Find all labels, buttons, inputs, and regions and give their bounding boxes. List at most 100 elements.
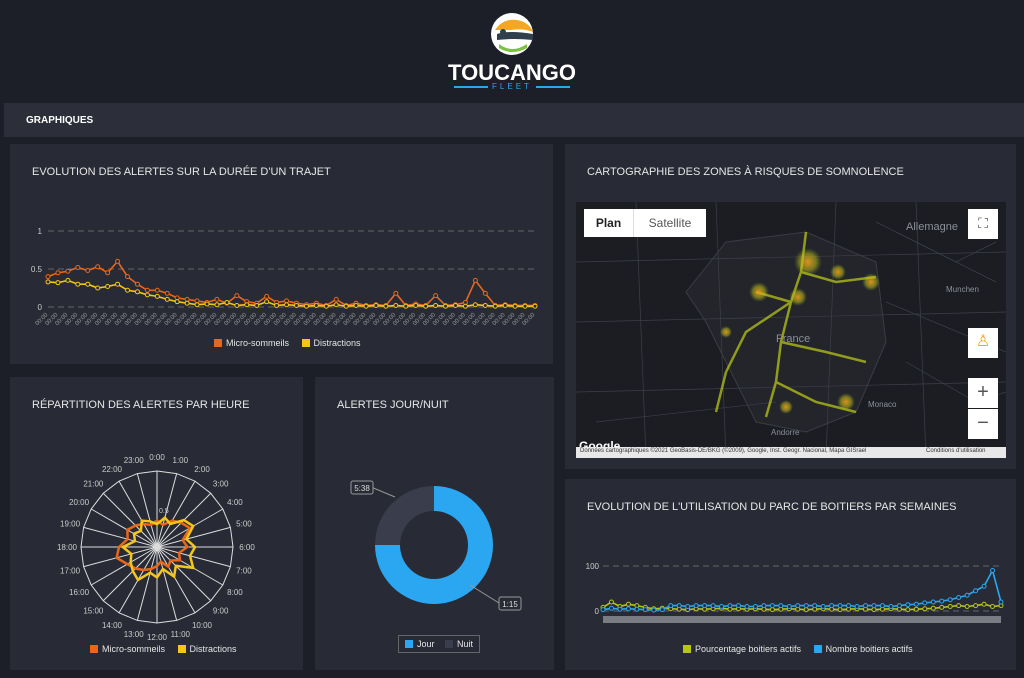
map-label-monaco: Monaco [868, 400, 897, 409]
data-point [761, 603, 767, 609]
data-point [735, 603, 741, 609]
data-point [45, 279, 51, 285]
legend-swatch-boitiers [813, 645, 822, 653]
map-tab-plan[interactable]: Plan [584, 209, 634, 237]
data-point [964, 592, 970, 598]
heure-legend: Micro-sommeils Distractions [90, 644, 237, 654]
radar-hour-label: 7:00 [236, 566, 252, 575]
data-point [752, 604, 758, 609]
data-point [795, 603, 801, 609]
radar-hour-label: 10:00 [192, 621, 213, 630]
panel-parc-title: EVOLUTION DE L'UTILISATION DU PARC DE BO… [587, 501, 957, 513]
data-point [224, 299, 230, 305]
data-point [502, 302, 508, 308]
data-point [947, 597, 953, 603]
y-tick-label: 0 [595, 607, 600, 616]
series-line-micro [47, 260, 535, 307]
panel-parc: EVOLUTION DE L'UTILISATION DU PARC DE BO… [565, 479, 1016, 670]
radar-spoke [156, 526, 231, 548]
zoom-in-button[interactable]: + [968, 378, 998, 408]
legend-label-nuit[interactable]: Nuit [457, 639, 474, 649]
data-point [702, 603, 708, 609]
trajet-line-chart: 00.5100:0000:0000:0000:0000:0000:0000:00… [31, 227, 538, 327]
data-point [144, 287, 150, 293]
data-point [204, 301, 210, 307]
data-point [194, 302, 200, 308]
legend-label-micro[interactable]: Micro-sommeils [102, 644, 165, 654]
data-point [939, 598, 945, 604]
data-point [333, 296, 339, 302]
data-point [913, 606, 919, 612]
data-point [134, 281, 140, 287]
data-point [144, 292, 150, 298]
data-point [383, 303, 389, 309]
data-point [871, 607, 877, 613]
data-point [115, 258, 121, 264]
legend-label-jour[interactable]: Jour [417, 639, 435, 649]
donut-data-label: 5:38 [354, 484, 370, 493]
data-point [998, 599, 1004, 605]
toucan-logo-icon [491, 13, 533, 55]
data-point [863, 603, 869, 609]
data-point [234, 293, 240, 299]
data-point [125, 274, 131, 280]
data-point [930, 599, 936, 605]
legend-label-boitiers[interactable]: Nombre boitiers actifs [825, 644, 913, 654]
data-point [803, 607, 809, 613]
data-point [413, 302, 419, 308]
map-canvas[interactable]: France Allemagne Andorre Monaco Munchen [576, 202, 1006, 458]
header: TOUCANGO FLEET [0, 0, 1024, 100]
donut-label-box [350, 480, 374, 495]
section-title[interactable]: GRAPHIQUES [26, 115, 94, 126]
radar-series-micro [115, 518, 192, 572]
panel-heure: RÉPARTITION DES ALERTES PAR HEURE 0:00 1:… [10, 377, 303, 670]
pegman-icon[interactable]: ♙ [968, 328, 998, 358]
legend-label-distractions[interactable]: Distractions [313, 338, 361, 348]
data-point [896, 603, 902, 609]
radar-hour-label: 21:00 [83, 479, 104, 488]
data-point [303, 303, 309, 309]
legend-swatch-micro [90, 645, 98, 653]
data-point [85, 281, 91, 287]
data-point [829, 603, 835, 609]
radar-spoke [90, 546, 158, 586]
data-point [75, 264, 81, 270]
map-label-andorre: Andorre [771, 428, 800, 437]
legend-label-distractions[interactable]: Distractions [189, 644, 237, 654]
data-point [85, 268, 91, 274]
legend-swatch-distractions [301, 339, 310, 347]
data-point [433, 302, 439, 308]
data-point [164, 296, 170, 302]
fullscreen-icon[interactable]: ⛶ [968, 209, 998, 239]
data-point [214, 296, 220, 302]
legend-label-micro[interactable]: Micro-sommeils [226, 338, 289, 348]
radar-hour-label: 8:00 [227, 588, 243, 597]
data-point [676, 603, 682, 609]
data-point [973, 603, 979, 609]
radar-hour-label: 4:00 [227, 498, 243, 507]
data-point [939, 604, 945, 610]
radar-spoke [156, 546, 196, 614]
map-tab-satellite[interactable]: Satellite [634, 209, 706, 237]
zoom-out-button[interactable]: − [968, 409, 998, 439]
legend-label-pct[interactable]: Pourcentage boitiers actifs [695, 644, 802, 654]
map-terms-link[interactable]: Conditions d'utilisation [926, 448, 986, 454]
data-point [174, 299, 180, 305]
data-point [600, 607, 606, 613]
radar-hour-label: 1:00 [173, 456, 189, 465]
data-point [482, 302, 488, 308]
heure-radar-chart: 0:00 1:00 2:003:00 4:00 5:00 6:00 7:00 8:00 9:00… [57, 453, 255, 642]
panel-carto-title: CARTOGRAPHIE DES ZONES À RISQUES DE SOMN… [587, 166, 904, 178]
donut-slice-nuit [375, 486, 434, 545]
data-point [134, 289, 140, 295]
radar-spoke [156, 546, 231, 568]
data-point [254, 302, 260, 308]
x-axis-labels-band [603, 616, 1001, 623]
data-point [956, 595, 962, 600]
data-point [264, 299, 270, 305]
data-point [482, 290, 488, 296]
data-point [522, 303, 528, 309]
data-point [990, 568, 996, 573]
radar-spoke [90, 508, 158, 548]
map-view[interactable]: France Allemagne Andorre Monaco Munchen … [576, 202, 1006, 458]
